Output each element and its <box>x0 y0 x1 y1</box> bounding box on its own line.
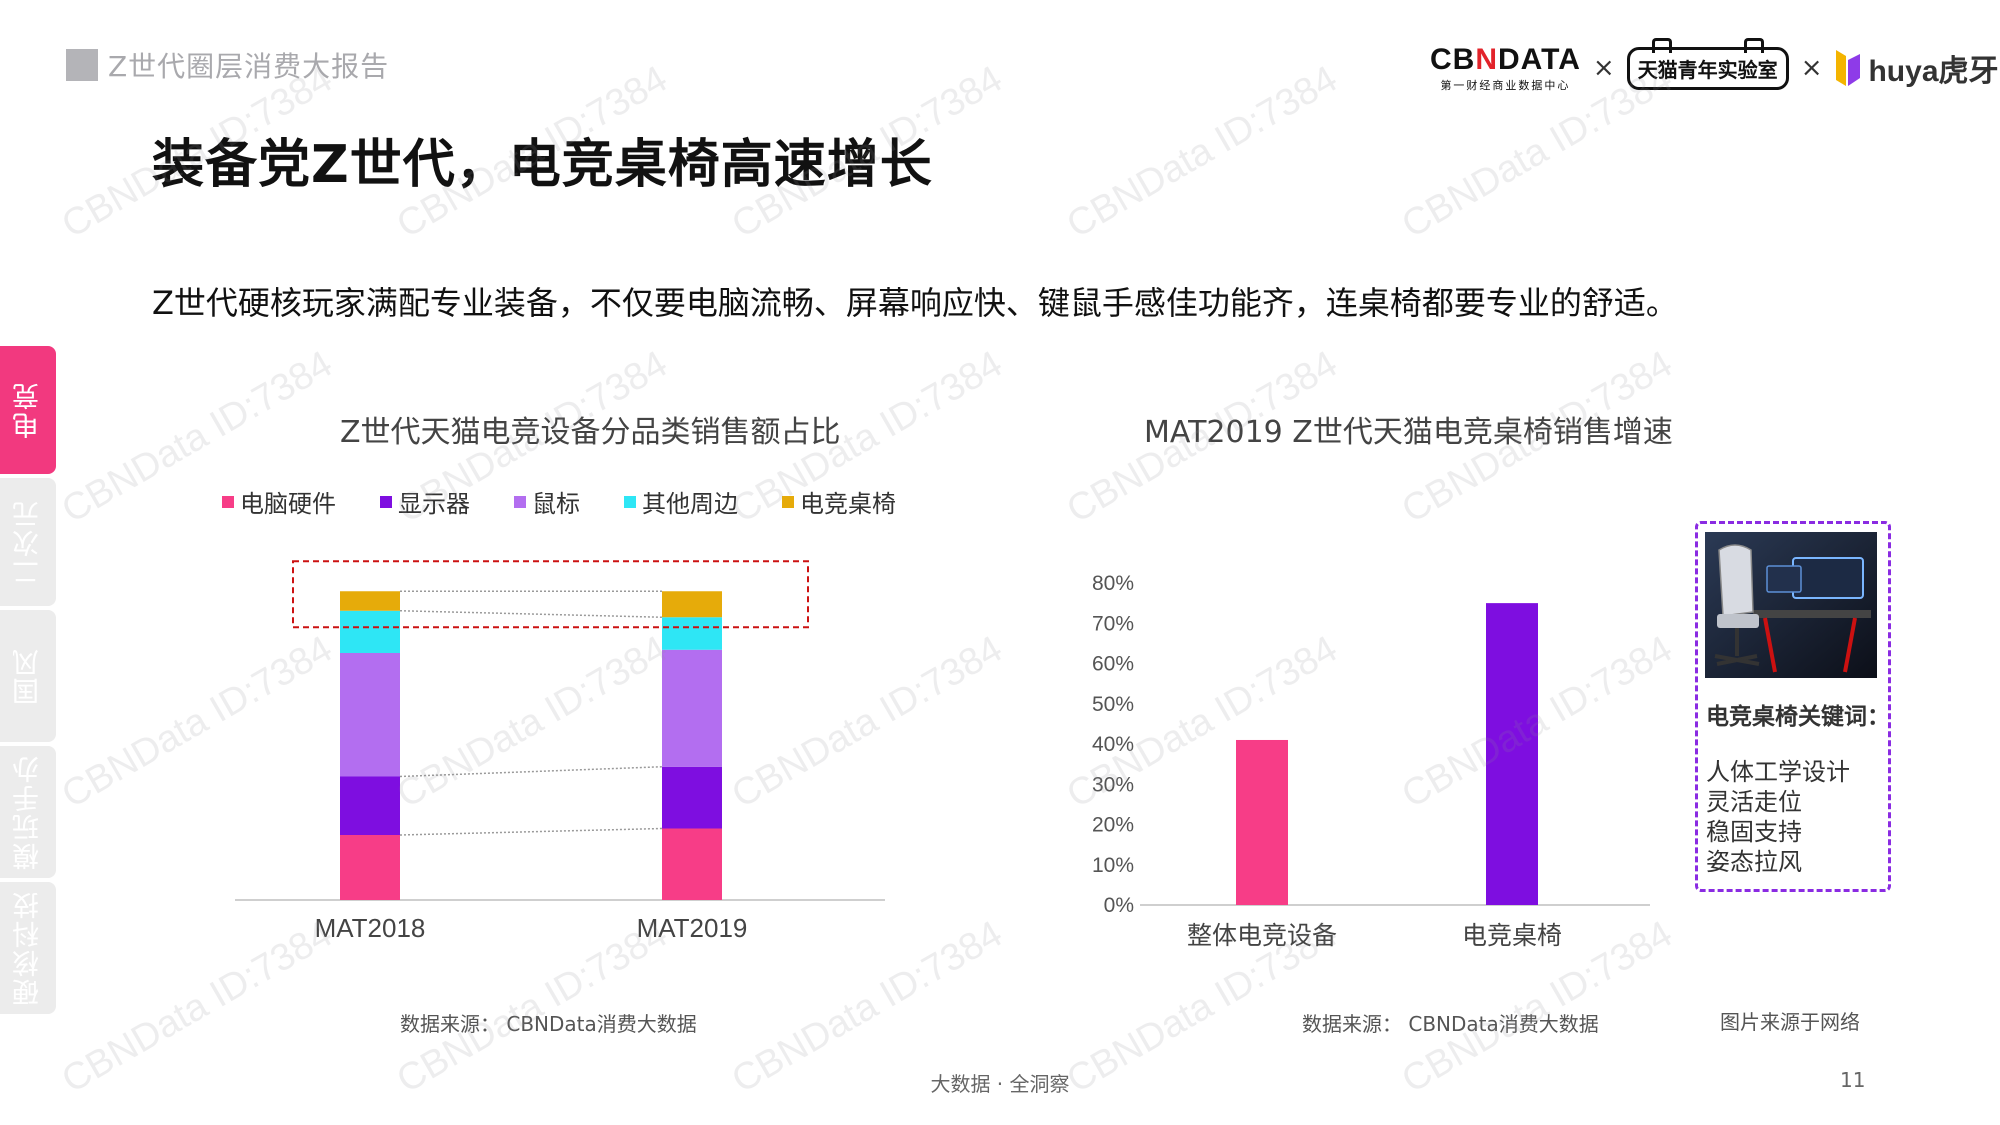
side-tab-label: 二次元 <box>12 498 44 586</box>
bar-segment-4 <box>340 610 400 653</box>
legend-item: 其他周边 <box>624 484 738 519</box>
report-tag: Z世代圈层消费大报告 <box>66 45 389 85</box>
bar-segment-2 <box>340 776 400 835</box>
page-title: 装备党Z世代，电竞桌椅高速增长 <box>152 135 933 195</box>
x-tick-label: 整体电竞设备 <box>1187 921 1337 950</box>
x-tick-label: MAT2018 <box>315 913 426 943</box>
legend-label: 鼠标 <box>532 490 580 518</box>
bar-segment-5 <box>662 591 722 618</box>
gaming-desk-chair-photo <box>1705 532 1877 678</box>
y-tick-label: 80% <box>1092 572 1134 595</box>
bar <box>1486 603 1538 905</box>
legend-label: 电脑硬件 <box>240 490 336 518</box>
partner-logos: CBNDATA 第一财经商业数据中心 × 天猫青年实验室 × huya虎牙 <box>1430 37 1999 98</box>
side-tab-label: 硬核科技 <box>12 890 44 1006</box>
connector-line <box>399 827 663 836</box>
legend-swatch <box>624 495 636 508</box>
legend-item: 鼠标 <box>514 484 580 519</box>
connector-line <box>399 610 663 618</box>
huya-logo: huya虎牙 <box>1834 46 1999 90</box>
tmall-lab-logo: 天猫青年实验室 <box>1626 37 1789 90</box>
y-tick-label: 50% <box>1092 693 1134 716</box>
keyword-item: 姿态拉风 <box>1706 848 1802 876</box>
connector-line <box>399 766 663 778</box>
right-chart-title: MAT2019 Z世代天猫电竞桌椅销售增速 <box>1144 415 1673 450</box>
legend-label: 电竞桌椅 <box>800 490 896 518</box>
bar-segment-3 <box>340 653 400 777</box>
image-source: 图片来源于网络 <box>1720 1010 1860 1034</box>
report-tag-label: Z世代圈层消费大报告 <box>108 50 390 83</box>
cbndata-logo: CBNDATA 第一财经商业数据中心 <box>1430 43 1581 93</box>
bar-segment-3 <box>662 649 722 767</box>
x-tick-label: 电竞桌椅 <box>1462 921 1562 950</box>
legend-swatch <box>380 495 392 508</box>
cbndata-logo-subtitle: 第一财经商业数据中心 <box>1440 79 1571 92</box>
left-chart-legend: 电脑硬件 显示器 鼠标 其他周边 电竞桌椅 <box>222 484 896 519</box>
footer-slogan: 大数据 · 全洞察 <box>930 1072 1070 1096</box>
y-tick-label: 70% <box>1092 612 1134 635</box>
huya-mark-icon <box>1836 50 1861 86</box>
left-stacked-bar-chart: MAT2018 MAT2019 <box>235 560 885 943</box>
watermark-text: CBNData ID:7384 <box>1060 57 1345 247</box>
legend-item: 电脑硬件 <box>222 484 336 519</box>
keyword-item: 人体工学设计 <box>1706 758 1850 786</box>
page-subtitle: Z世代硬核玩家满配专业装备，不仅要电脑流畅、屏幕响应快、键鼠手感佳功能齐，连桌椅… <box>152 284 1678 322</box>
left-chart-title: Z世代天猫电竞设备分品类销售额占比 <box>340 415 841 450</box>
keyword-item: 灵活走位 <box>1706 788 1802 816</box>
legend-label: 显示器 <box>398 490 470 518</box>
y-tick-label: 40% <box>1092 733 1134 756</box>
bar-segment-1 <box>662 828 722 900</box>
y-tick-label: 0% <box>1104 894 1134 917</box>
bar-segment-4 <box>662 617 722 650</box>
bar-segment-1 <box>340 835 400 900</box>
bar-segment-2 <box>662 766 722 829</box>
keyword-list: 人体工学设计 灵活走位 稳固支持 姿态拉风 <box>1706 757 1850 877</box>
bar <box>1236 739 1288 905</box>
legend-item: 显示器 <box>380 484 470 519</box>
cbndata-logo-text-data: DATA <box>1498 43 1581 76</box>
x-tick-label: MAT2019 <box>637 913 748 943</box>
legend-label: 其他周边 <box>642 490 738 518</box>
report-tag-square-icon <box>66 49 98 81</box>
times-sign: × <box>1592 53 1615 83</box>
right-chart-source: 数据来源： CBNData消费大数据 <box>1302 1012 1599 1036</box>
y-tick-label: 10% <box>1092 854 1134 877</box>
y-tick-label: 30% <box>1092 773 1134 796</box>
side-tab-esports[interactable]: 电竞 <box>0 346 56 474</box>
legend-swatch <box>514 495 526 508</box>
huya-logo-text: huya虎牙 <box>1868 55 1999 88</box>
times-sign: × <box>1800 53 1823 83</box>
legend-item: 电竞桌椅 <box>782 484 896 519</box>
side-tab-guofeng[interactable]: 国风 <box>0 610 56 742</box>
cbndata-logo-text-cb: CB <box>1430 43 1476 76</box>
legend-swatch <box>222 495 234 508</box>
y-tick-label: 20% <box>1092 814 1134 837</box>
side-tab-tech[interactable]: 硬核科技 <box>0 882 56 1014</box>
page-number: 11 <box>1840 1068 1866 1092</box>
keyword-panel <box>1695 521 1891 892</box>
right-bar-chart: 0% 10% 20% 30% 40% 50% 60% 70% 80% 整体电竞设备 电竞桌椅 <box>1092 572 1650 950</box>
cbndata-logo-n-icon: N <box>1475 43 1499 76</box>
side-tab-label: 电竞 <box>12 381 44 439</box>
side-tab-acg[interactable]: 二次元 <box>0 478 56 606</box>
legend-swatch <box>782 495 794 508</box>
bar-segment-5 <box>340 591 400 611</box>
side-tab-label: 模玩手办 <box>12 754 44 870</box>
side-tab-label: 国风 <box>12 647 44 705</box>
keyword-panel-title: 电竞桌椅关键词： <box>1706 704 1890 730</box>
left-chart-source: 数据来源： CBNData消费大数据 <box>400 1012 697 1036</box>
y-tick-label: 60% <box>1092 653 1134 676</box>
keyword-item: 稳固支持 <box>1706 818 1802 846</box>
side-tab-figures[interactable]: 模玩手办 <box>0 746 56 878</box>
